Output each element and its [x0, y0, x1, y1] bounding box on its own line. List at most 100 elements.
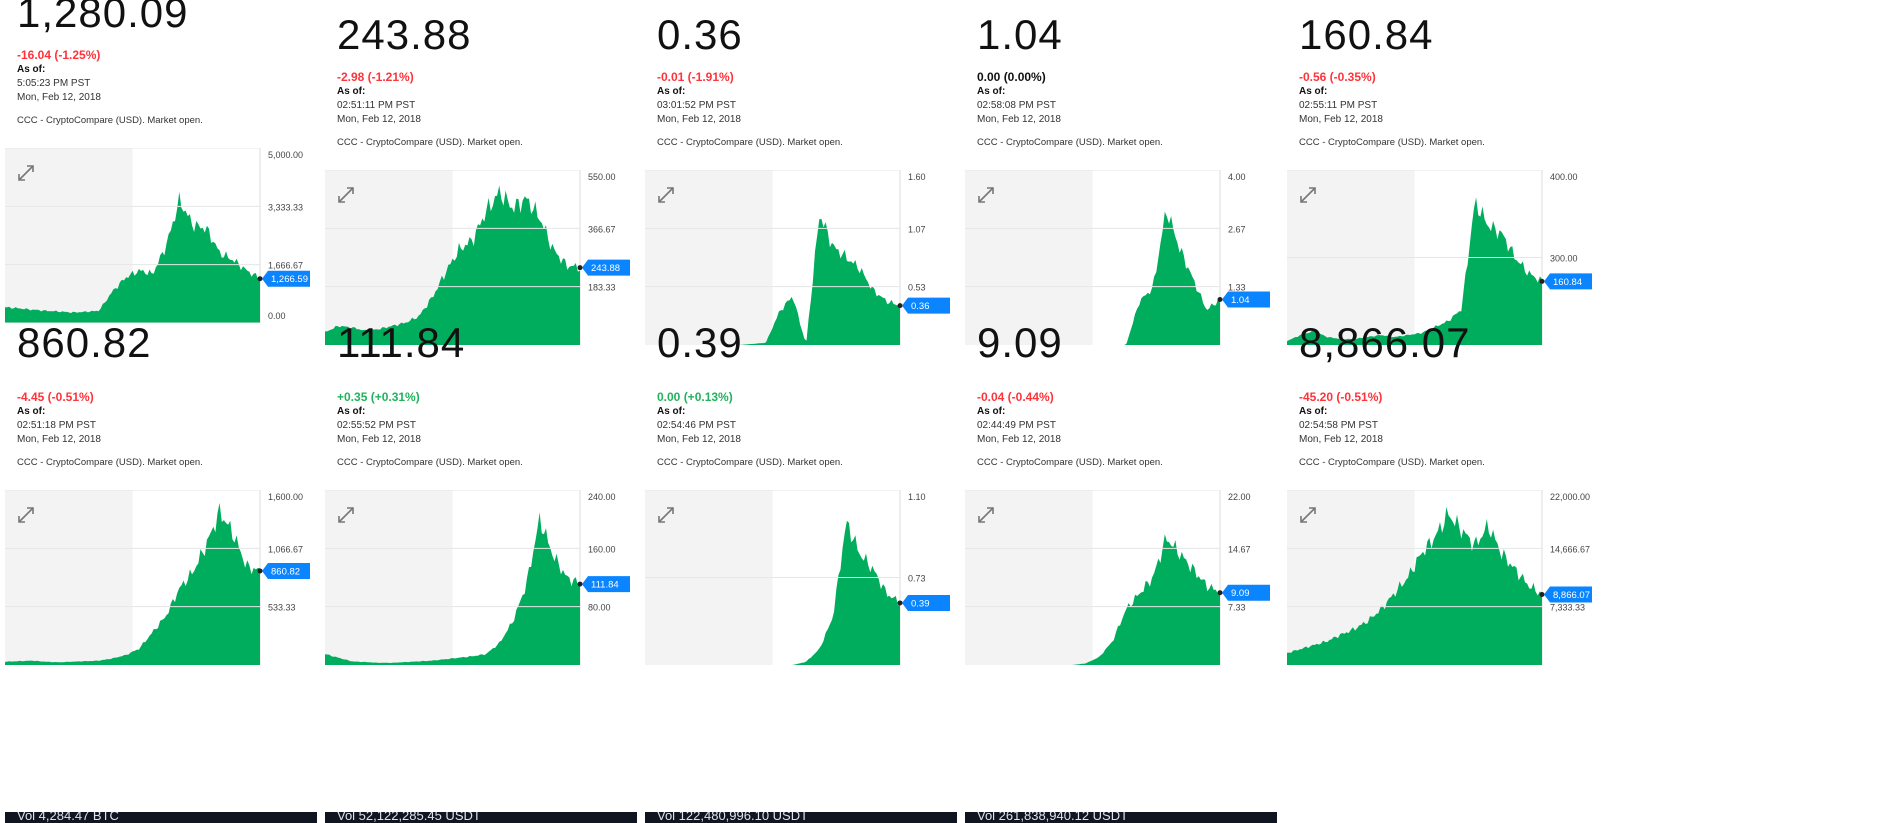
as-of-label: As of: — [1299, 406, 1328, 417]
quote-date: Mon, Feb 12, 2018 — [977, 434, 1061, 445]
quote-card: 111.84 +0.35 (+0.31%) As of: 02:55:52 PM… — [325, 322, 643, 675]
quote-time: 02:54:46 PM PST — [657, 420, 736, 431]
price-change: -16.04 (-1.25%) — [17, 48, 101, 62]
price-area — [1287, 197, 1542, 345]
last-price-tag — [262, 270, 310, 287]
y-tick-label: 22.00 — [1228, 492, 1251, 502]
price: 860.82 — [17, 319, 152, 366]
price: 1.04 — [977, 11, 1063, 58]
expand-icon[interactable] — [1300, 507, 1316, 523]
y-tick-label: 14.67 — [1228, 544, 1251, 554]
expand-icon[interactable] — [338, 507, 354, 523]
last-price-dot — [1217, 590, 1223, 596]
last-price-tag — [582, 259, 630, 276]
last-price-tag — [1544, 586, 1592, 603]
price-area-chart[interactable]: 550.00 366.67 183.33 243.88 — [325, 170, 643, 345]
price-area — [5, 191, 260, 323]
price-change: -4.45 (-0.51%) — [17, 390, 94, 404]
expand-icon[interactable] — [978, 187, 994, 203]
y-tick-label: 7,333.33 — [1550, 603, 1585, 613]
as-of-label: As of: — [337, 406, 366, 417]
volume-text: Vol 261,838,940.12 USDT — [977, 812, 1129, 823]
last-price-tag-label: 111.84 — [591, 580, 619, 591]
as-of-label: As of: — [977, 86, 1006, 97]
volume-text: Vol 4,284.47 BTC — [17, 812, 119, 823]
y-tick-label: 1,666.67 — [268, 261, 303, 271]
y-tick-label: 1.07 — [908, 224, 926, 234]
last-price-dot — [577, 581, 583, 587]
price-area-chart[interactable]: 400.00 300.00 160.84 — [1287, 170, 1605, 345]
quote-date: Mon, Feb 12, 2018 — [17, 434, 101, 445]
last-price-dot — [1217, 297, 1223, 302]
expand-icon[interactable] — [18, 507, 34, 523]
price-change: -2.98 (-1.21%) — [337, 70, 414, 84]
price-area-chart[interactable]: 240.00 160.00 80.00 111.84 — [325, 490, 643, 665]
volume-bar: Vol 122,480,996.10 USDT — [645, 812, 957, 823]
quote-time: 02:51:18 PM PST — [17, 420, 96, 431]
last-price-tag-label: 1.04 — [1231, 295, 1250, 306]
quote-date: Mon, Feb 12, 2018 — [337, 114, 421, 125]
expand-icon[interactable] — [18, 165, 34, 181]
quote-date: Mon, Feb 12, 2018 — [337, 434, 421, 445]
last-price-tag-label: 1,266.59 — [271, 274, 308, 285]
last-price-tag — [902, 594, 950, 611]
last-price-dot — [577, 265, 583, 271]
price-area-chart[interactable]: 22.00 14.67 7.33 9.09 — [965, 490, 1283, 665]
y-tick-label: 1,600.00 — [268, 492, 303, 502]
y-tick-label: 0.73 — [908, 574, 926, 584]
quote-time: 02:55:52 PM PST — [337, 420, 416, 431]
expand-icon[interactable] — [978, 507, 994, 523]
quote-card: 8,866.07 -45.20 (-0.51%) As of: 02:54:58… — [1287, 322, 1605, 675]
price-area-chart[interactable]: 1.60 1.07 0.53 0.36 — [645, 170, 963, 345]
last-price-tag-label: 0.36 — [911, 301, 930, 312]
as-of-label: As of: — [1299, 86, 1328, 97]
price: 243.88 — [337, 11, 472, 58]
price-area-chart[interactable]: 22,000.00 14,666.67 7,333.33 8,866.07 — [1287, 490, 1605, 665]
last-price-tag-label: 0.39 — [911, 598, 930, 609]
last-price-tag-label: 243.88 — [591, 263, 620, 274]
y-tick-label: 1.33 — [1228, 283, 1246, 293]
quote-card: 243.88 -2.98 (-1.21%) As of: 02:51:11 PM… — [325, 0, 643, 345]
quote-date: Mon, Feb 12, 2018 — [657, 434, 741, 445]
quote-card: 0.39 0.00 (+0.13%) As of: 02:54:46 PM PS… — [645, 322, 963, 675]
quote-time: 02:51:11 PM PST — [337, 100, 416, 111]
quote-card: 1,280.09 -16.04 (-1.25%) As of: 5:05:23 … — [5, 0, 323, 323]
y-tick-label: 1,066.67 — [268, 544, 303, 554]
expand-icon[interactable] — [658, 187, 674, 203]
expand-icon[interactable] — [338, 187, 354, 203]
y-tick-label: 1.60 — [908, 172, 926, 182]
y-tick-label: 240.00 — [588, 492, 616, 502]
y-tick-label: 2.67 — [1228, 224, 1246, 234]
as-of-label: As of: — [977, 406, 1006, 417]
last-price-tag-label: 9.09 — [1231, 588, 1250, 599]
last-price-tag — [582, 576, 630, 593]
last-price-dot — [1539, 278, 1545, 284]
price-change: -0.56 (-0.35%) — [1299, 70, 1376, 84]
price-area-chart[interactable]: 5,000.00 3,333.33 1,666.67 0.00 1,266.59 — [5, 148, 323, 323]
y-tick-label: 5,000.00 — [268, 150, 303, 160]
expand-icon[interactable] — [658, 507, 674, 523]
quote-date: Mon, Feb 12, 2018 — [657, 114, 741, 125]
price: 0.39 — [657, 319, 743, 366]
price-area-chart[interactable]: 1,600.00 1,066.67 533.33 860.82 — [5, 490, 323, 665]
as-of-label: As of: — [337, 86, 366, 97]
price-change: +0.35 (+0.31%) — [337, 390, 420, 404]
quote-card: 9.09 -0.04 (-0.44%) As of: 02:44:49 PM P… — [965, 322, 1283, 675]
quote-card: 0.36 -0.01 (-1.91%) As of: 03:01:52 PM P… — [645, 0, 963, 345]
price-change: 0.00 (+0.13%) — [657, 390, 733, 404]
expand-icon[interactable] — [1300, 187, 1316, 203]
quote-time: 03:01:52 PM PST — [657, 100, 736, 111]
data-source: CCC - CryptoCompare (USD). Market open. — [977, 137, 1163, 148]
price-area — [325, 512, 580, 665]
y-tick-label: 0.53 — [908, 283, 926, 293]
price-area-chart[interactable]: 1.10 0.73 0.39 — [645, 490, 963, 665]
as-of-label: As of: — [657, 86, 686, 97]
quote-time: 02:44:49 PM PST — [977, 420, 1056, 431]
quote-date: Mon, Feb 12, 2018 — [17, 92, 101, 103]
price-area — [325, 185, 580, 345]
price-area-chart[interactable]: 4.00 2.67 1.33 1.04 — [965, 170, 1283, 345]
y-tick-label: 160.00 — [588, 544, 616, 554]
price-change: -0.04 (-0.44%) — [977, 390, 1054, 404]
y-tick-label: 1.10 — [908, 492, 926, 502]
data-source: CCC - CryptoCompare (USD). Market open. — [337, 457, 523, 468]
